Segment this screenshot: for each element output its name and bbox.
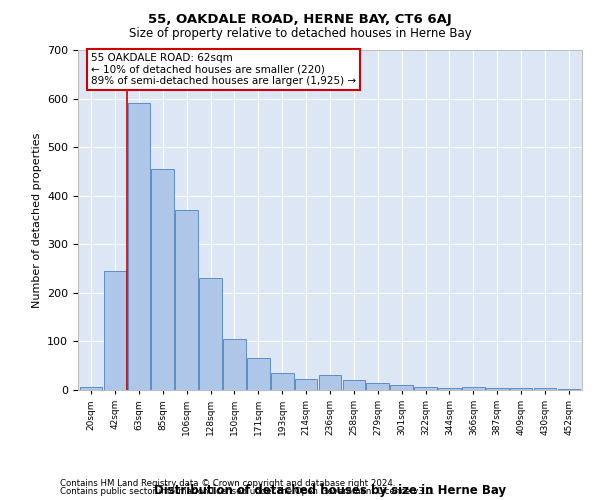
Bar [343, 380, 365, 390]
Bar [319, 376, 341, 390]
Bar [223, 339, 246, 390]
Bar [462, 386, 485, 390]
Bar [391, 385, 413, 390]
Text: Size of property relative to detached houses in Herne Bay: Size of property relative to detached ho… [128, 28, 472, 40]
Text: Contains HM Land Registry data © Crown copyright and database right 2024.: Contains HM Land Registry data © Crown c… [60, 478, 395, 488]
Bar [151, 169, 174, 390]
Bar [271, 373, 293, 390]
Bar [199, 278, 222, 390]
Bar [510, 388, 532, 390]
Bar [175, 210, 198, 390]
Text: Contains public sector information licensed under the Open Government Licence v3: Contains public sector information licen… [60, 487, 434, 496]
Bar [80, 386, 103, 390]
Y-axis label: Number of detached properties: Number of detached properties [32, 132, 41, 308]
Bar [128, 104, 150, 390]
Bar [104, 271, 127, 390]
Bar [438, 388, 461, 390]
Bar [557, 388, 580, 390]
Bar [486, 388, 509, 390]
Bar [295, 380, 317, 390]
Bar [367, 382, 389, 390]
Bar [533, 388, 556, 390]
X-axis label: Distribution of detached houses by size in Herne Bay: Distribution of detached houses by size … [154, 484, 506, 497]
Text: 55 OAKDALE ROAD: 62sqm
← 10% of detached houses are smaller (220)
89% of semi-de: 55 OAKDALE ROAD: 62sqm ← 10% of detached… [91, 53, 356, 86]
Bar [414, 386, 437, 390]
Text: 55, OAKDALE ROAD, HERNE BAY, CT6 6AJ: 55, OAKDALE ROAD, HERNE BAY, CT6 6AJ [148, 12, 452, 26]
Bar [247, 358, 269, 390]
